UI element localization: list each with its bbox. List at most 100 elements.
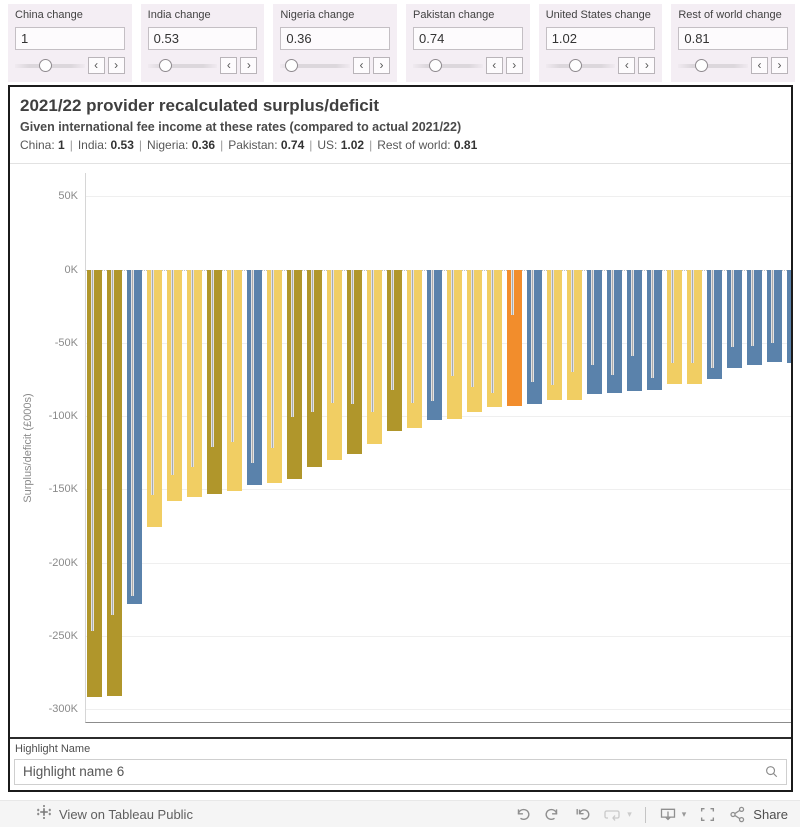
decrement-button[interactable]: ‹ [353,57,371,74]
download-caret-icon[interactable]: ▾ [681,809,687,819]
parameter-slider[interactable] [678,58,749,73]
decrement-button[interactable]: ‹ [87,57,105,74]
slider-track[interactable] [413,63,483,68]
parameter-value-input[interactable] [147,27,258,50]
bar-provider-9[interactable] [247,269,262,485]
bar-provider-31[interactable] [687,269,702,384]
bar-provider-36[interactable] [787,269,791,364]
actual-value-marker [91,269,94,632]
parameter-slider[interactable] [545,58,616,73]
bar-provider-5[interactable] [167,269,182,501]
bar-provider-21[interactable] [487,269,502,408]
bar-provider-24[interactable] [547,269,562,400]
parameter-value-input[interactable] [413,27,523,50]
bar-provider-23[interactable] [527,269,542,405]
bar-provider-3[interactable] [127,269,142,604]
bar-provider-27[interactable] [607,269,622,393]
parameter-slider[interactable] [413,58,483,73]
bar-provider-2[interactable] [107,269,122,696]
actual-value-marker [691,269,694,364]
bar-provider-20[interactable] [467,269,482,412]
increment-button[interactable]: › [638,57,656,74]
bar-provider-13[interactable] [327,269,342,460]
bar-provider-11[interactable] [287,269,302,479]
bar-provider-7[interactable] [207,269,222,494]
bar-provider-18[interactable] [427,269,442,421]
parameter-slider[interactable] [147,58,218,73]
share-icon[interactable] [729,806,746,823]
bar-provider-34[interactable] [747,269,762,365]
parameter-value-input[interactable] [280,27,391,50]
bar-provider-30[interactable] [667,269,682,384]
refresh-icon[interactable] [604,806,622,823]
actual-value-marker [311,269,314,412]
decrement-button[interactable]: ‹ [220,57,238,74]
slider-handle[interactable] [38,58,52,72]
refresh-caret-icon[interactable]: ▾ [627,809,632,819]
highlight-name-input[interactable]: Highlight name 6 [14,759,787,785]
increment-button[interactable]: › [107,57,125,74]
bar-provider-16[interactable] [387,269,402,431]
bar-provider-10[interactable] [267,269,282,484]
y-tick-label: -50K [54,336,78,349]
bar-provider-6[interactable] [187,269,202,497]
actual-value-marker [751,269,754,346]
fullscreen-icon[interactable] [699,806,716,823]
rate-value: 0.81 [453,138,478,152]
decrement-button[interactable]: ‹ [485,57,503,74]
slider-handle[interactable] [284,58,298,72]
slider-handle[interactable] [695,58,709,72]
redo-icon[interactable] [544,806,561,823]
bar-provider-28[interactable] [627,269,642,392]
increment-button[interactable]: › [373,57,391,74]
bar-provider-8[interactable] [227,269,242,491]
bar-provider-35[interactable] [767,269,782,362]
parameter-panel-united-states-change: United States change ‹› [538,4,663,82]
slider-handle[interactable] [159,58,173,72]
decrement-button[interactable]: ‹ [618,57,636,74]
slider-track[interactable] [678,63,749,68]
bar-provider-15[interactable] [367,269,382,444]
bar-provider-12[interactable] [307,269,322,468]
magnifier-icon[interactable] [764,764,779,784]
decrement-button[interactable]: ‹ [751,57,769,74]
y-tick-label: 50K [58,190,78,203]
view-on-tableau-public-link[interactable]: View on Tableau Public [36,801,193,827]
increment-button[interactable]: › [505,57,523,74]
parameter-value-input[interactable] [545,27,656,50]
slider-handle[interactable] [428,58,442,72]
bar-chart-plot-area[interactable] [85,173,791,723]
y-tick-label: -100K [48,410,78,422]
bar-provider-29[interactable] [647,269,662,390]
increment-button[interactable]: › [771,57,789,74]
undo-icon[interactable] [514,806,531,823]
parameter-slider[interactable] [280,58,351,73]
rate-value: 1.02 [340,138,365,152]
bar-provider-19[interactable] [447,269,462,419]
bar-provider-33[interactable] [727,269,742,368]
slider-handle[interactable] [568,58,582,72]
reset-icon[interactable] [574,806,591,823]
bar-provider-14[interactable] [347,269,362,455]
parameter-value-input[interactable] [678,27,789,50]
increment-button[interactable]: › [240,57,258,74]
bar-provider-26[interactable] [587,269,602,395]
bar-provider-22[interactable] [507,269,522,406]
parameter-slider[interactable] [15,58,85,73]
bar-provider-25[interactable] [567,269,582,400]
bar-provider-17[interactable] [407,269,422,428]
parameter-label: Rest of world change [678,9,782,21]
parameter-value-input[interactable] [15,27,125,50]
parameter-panel-rest-of-world-change: Rest of world change ‹› [671,4,796,82]
gridline [86,489,791,491]
bar-provider-1[interactable] [87,269,102,698]
download-icon[interactable] [659,806,677,823]
bar-provider-32[interactable] [707,269,722,380]
slider-track[interactable] [147,63,218,68]
slider-track[interactable] [280,63,351,68]
actual-value-marker [511,269,514,315]
actual-value-marker [231,269,234,443]
share-button-label[interactable]: Share [753,807,788,822]
rate-value: 0.53 [110,138,134,152]
bar-provider-4[interactable] [147,269,162,528]
